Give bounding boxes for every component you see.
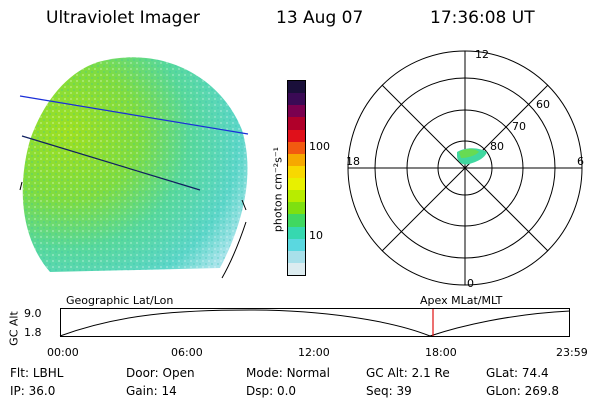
- colorbar-swatch: [288, 81, 305, 94]
- info-gain: Gain: 14: [126, 384, 177, 398]
- altitude-timeline: [59, 308, 571, 337]
- info-gc-alt: GC Alt: 2.1 Re: [366, 366, 450, 380]
- colorbar-swatch: [288, 226, 305, 239]
- geographic-label: Geographic Lat/Lon: [66, 294, 174, 307]
- polar-plot: [347, 50, 583, 286]
- gc-alt-axis-label: GC Alt: [7, 311, 21, 346]
- mlt-label-0: 0: [467, 277, 474, 290]
- colorbar-swatch: [288, 250, 305, 263]
- colorbar-swatch: [288, 129, 305, 142]
- info-glon: GLon: 269.8: [486, 384, 559, 398]
- mlt-label-6: 6: [577, 155, 584, 168]
- x-tick-0000: 00:00: [47, 346, 79, 359]
- mlt-label-12: 12: [475, 48, 489, 61]
- apex-label: Apex MLat/MLT: [420, 294, 503, 307]
- colorbar-swatch: [288, 202, 305, 215]
- colorbar-unit-label: photon cm⁻²s⁻¹: [271, 146, 285, 233]
- time-label: 17:36:08 UT: [430, 8, 535, 28]
- y-tick-max: 9.0: [24, 307, 42, 320]
- colorbar-swatch: [288, 153, 305, 166]
- colorbar-swatch: [288, 141, 305, 154]
- x-tick-0600: 06:00: [171, 346, 203, 359]
- info-glat: GLat: 74.4: [486, 366, 549, 380]
- x-tick-1800: 18:00: [425, 346, 457, 359]
- x-tick-2359: 23:59: [556, 346, 588, 359]
- colorbar-swatch: [288, 165, 305, 178]
- info-mode: Mode: Normal: [246, 366, 330, 380]
- earth-disk-image: [19, 57, 249, 279]
- lat-label-70: 70: [512, 120, 526, 133]
- colorbar-swatch: [288, 190, 305, 203]
- info-seq: Seq: 39: [366, 384, 412, 398]
- colorbar-swatch: [288, 117, 305, 130]
- colorbar-tick-100: 100: [309, 140, 330, 153]
- lat-label-80: 80: [490, 140, 504, 153]
- info-dsp: Dsp: 0.0: [246, 384, 297, 398]
- colorbar-swatch: [288, 214, 305, 227]
- colorbar-swatch: [288, 105, 305, 118]
- x-tick-1200: 12:00: [298, 346, 330, 359]
- colorbar-swatch: [288, 93, 305, 106]
- date-label: 13 Aug 07: [276, 8, 364, 28]
- mlt-label-18: 18: [346, 155, 360, 168]
- colorbar: [287, 80, 306, 276]
- colorbar-swatch: [288, 262, 305, 275]
- info-flt: Flt: LBHL: [10, 366, 64, 380]
- info-door: Door: Open: [126, 366, 195, 380]
- lat-label-60: 60: [536, 98, 550, 111]
- colorbar-swatch: [288, 178, 305, 191]
- info-ip: IP: 36.0: [10, 384, 56, 398]
- colorbar-swatch: [288, 238, 305, 251]
- y-tick-min: 1.8: [24, 326, 42, 339]
- colorbar-tick-10: 10: [309, 229, 323, 242]
- instrument-title: Ultraviolet Imager: [46, 8, 200, 28]
